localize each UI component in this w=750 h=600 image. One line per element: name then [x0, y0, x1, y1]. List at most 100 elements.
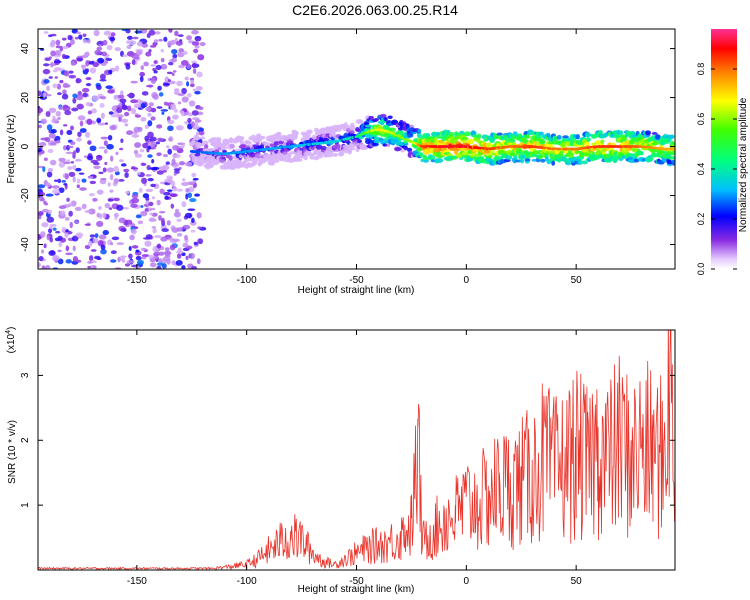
spectrogram-noise-cell [122, 105, 128, 111]
spectrogram-noise-cell [166, 258, 171, 265]
spectrogram-noise-cell [48, 34, 53, 38]
spectrogram-noise-cell [64, 216, 70, 221]
spectrogram-noise-cell [52, 189, 60, 195]
spectrogram-noise-cell [163, 83, 171, 86]
spectrogram-noise-cell [141, 256, 147, 260]
spectrogram-ridge-cell [600, 139, 605, 144]
spectrogram-ridge-cell [538, 131, 544, 136]
spectrogram-ridge-cell [222, 149, 227, 153]
spectrogram-ridge-cell [313, 127, 319, 133]
spectrogram-noise-cell [89, 180, 97, 185]
spectrogram-ridge-cell [669, 134, 675, 139]
spectrogram-noise-cell [100, 177, 107, 181]
spectrogram-noise-cell [158, 215, 162, 221]
spectrogram-noise-cell [191, 62, 197, 69]
spectrogram-noise-cell [178, 161, 186, 166]
spectrogram-noise-cell [47, 167, 54, 173]
spectrogram-noise-cell [38, 184, 46, 189]
spectrogram-noise-cell [191, 266, 197, 269]
colorbar-label: Normalized spectral amplitude [738, 97, 749, 232]
spectrogram-noise-cell [40, 118, 48, 125]
spectrogram-noise-cell [82, 33, 87, 37]
spectrogram-noise-cell [130, 55, 139, 59]
spectrogram-noise-cell [136, 171, 141, 175]
spectrogram-noise-cell [166, 145, 170, 149]
spectrogram-noise-cell [134, 153, 143, 158]
spectrogram-noise-cell [38, 256, 44, 262]
spectrogram-noise-cell [84, 209, 93, 213]
spectrogram-ridge-cell [303, 155, 308, 161]
snr-panel: -150 -100 -50 0 50 1 2 3 Height of straight li… [5, 327, 676, 595]
spectrogram-noise-cell [106, 143, 114, 150]
spectrogram-noise-cell [51, 185, 60, 189]
spectrogram-noise-cell [84, 131, 91, 138]
spectrogram-noise-cell [173, 211, 181, 218]
spectrogram-ridge-cell [229, 143, 235, 149]
spectrogram-noise-cell [196, 212, 202, 219]
spectrogram-noise-cell [81, 203, 87, 210]
spectrogram-noise-cell [118, 94, 125, 99]
spectrogram-noise-cell [176, 188, 184, 192]
spectrogram-ridge-cell [524, 158, 531, 162]
spectrogram-ridge-cell [417, 129, 422, 133]
spectrogram-noise-cell [162, 153, 169, 158]
spectrogram-ridge-cell [338, 151, 344, 157]
spectrogram-ridge-cell [403, 145, 408, 151]
spectrogram-noise-cell [38, 107, 44, 114]
spectrogram-ridge-cell [388, 127, 396, 132]
spectrogram-noise-cell [189, 197, 197, 203]
spectrogram-noise-cell [58, 157, 66, 163]
spectrogram-noise-cell [81, 178, 87, 183]
spectrogram-ridge-cell [672, 155, 675, 160]
spectrogram-noise-cell [111, 236, 120, 241]
spectrogram-ridge-cell [619, 130, 624, 136]
spectrogram-noise-cell [153, 251, 160, 257]
spectrogram-ridge-cell [228, 155, 233, 161]
spectrogram-noise-cell [170, 203, 175, 209]
spectrogram-noise-cell [123, 168, 130, 173]
spectrogram-noise-cell [189, 252, 195, 260]
spectrogram-ridge-cell [463, 131, 472, 137]
spectrogram-noise-cell [109, 155, 114, 162]
spectrogram-noise-cell [130, 80, 138, 84]
spectrogram-noise-cell [98, 234, 107, 240]
spectrogram-noise-cell [168, 29, 173, 33]
spectrogram-noise-cell [43, 79, 50, 84]
spectrogram-noise-cell [68, 74, 77, 79]
spectrogram-noise-cell [180, 60, 189, 66]
spectrogram-noise-cell [184, 76, 189, 81]
spectrogram-noise-cell [48, 76, 53, 79]
spectrogram-y-axis-label: Frequency (Hz) [6, 115, 17, 184]
spectrogram-ridge-cell [419, 154, 428, 158]
spectrogram-noise-cell [163, 250, 172, 256]
spectrogram-noise-cell [171, 260, 176, 266]
spectrogram-ridge-cell [312, 134, 317, 140]
spectrogram-noise-cell [181, 265, 186, 269]
spectrogram-noise-cell [100, 249, 107, 255]
spectrogram-noise-cell [197, 54, 205, 61]
spectrogram-ridge-cell [651, 132, 658, 135]
spectrogram-noise-cell [172, 54, 178, 59]
spectrogram-noise-cell [75, 78, 82, 84]
spectrogram-noise-cell [78, 172, 85, 175]
spectrogram-noise-cell [85, 82, 92, 87]
spectrogram-noise-cell [72, 245, 76, 252]
spectrogram-ridge-cell [487, 155, 493, 159]
spectrogram-noise-cell [141, 43, 149, 48]
spectrogram-noise-cell [120, 227, 126, 232]
spectrogram-noise-cell [44, 57, 51, 62]
colorbar-gradient [711, 29, 737, 269]
spectrogram-noise-cell [87, 266, 91, 269]
spectrogram-marks [38, 29, 675, 269]
spectrogram-noise-cell [148, 102, 154, 107]
spectrogram-noise-cell [88, 176, 94, 179]
x-tick-label: 50 [571, 275, 583, 286]
spectrogram-noise-cell [76, 103, 84, 110]
spectrogram-noise-cell [164, 247, 170, 252]
spectrogram-ridge-cell [584, 132, 591, 138]
x-tick-label: -100 [237, 576, 257, 587]
spectrogram-noise-cell [140, 247, 147, 252]
spectrogram-ridge-cell [364, 124, 373, 128]
spectrogram-noise-cell [109, 125, 116, 131]
spectrogram-ridge-cell [586, 137, 591, 142]
